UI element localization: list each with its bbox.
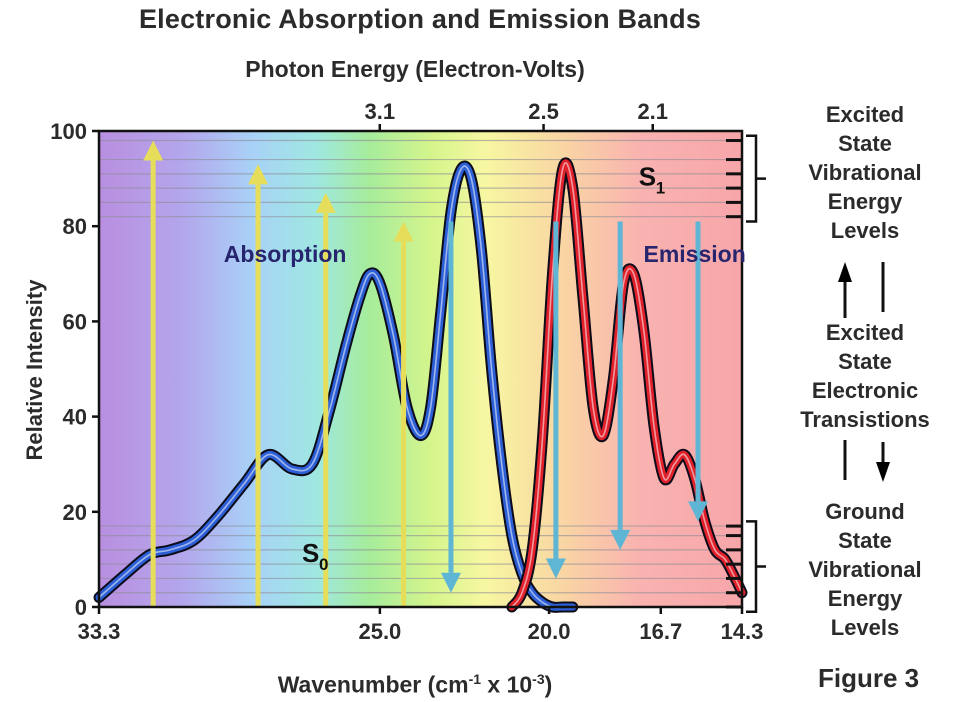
y-tick-label: 0	[75, 595, 87, 620]
plot-frame	[97, 129, 744, 609]
x-axis-label-text: Wavenumber (cm	[277, 671, 469, 698]
absorption-arrow-head	[315, 192, 336, 213]
x-tick-label: 33.3	[78, 619, 121, 644]
side-down-arrow-head	[876, 462, 890, 482]
x-axis-label-exp2: -3	[532, 671, 545, 687]
y-tick-label: 60	[63, 309, 87, 334]
y-tick-label: 40	[63, 405, 87, 430]
y-tick-label: 100	[50, 119, 87, 144]
s1-label-subscript: 1	[656, 179, 665, 198]
x-axis-label-text3: )	[544, 671, 553, 698]
y-tick-label: 80	[63, 214, 87, 239]
s0-label-subscript: 0	[319, 555, 328, 574]
absorption-arrow-head	[393, 221, 414, 242]
top-tick-label: 3.1	[364, 99, 395, 124]
s1-label: S	[639, 162, 656, 192]
emission-arrow-head	[440, 572, 461, 593]
top-tick-label: 2.1	[637, 99, 668, 124]
x-tick-label: 25.0	[358, 619, 401, 644]
absorption-curve-highlight	[98, 165, 573, 609]
top-tick-label: 2.5	[528, 99, 559, 124]
absorption-arrow-head	[248, 164, 269, 185]
x-axis-label-text2: x 10	[481, 671, 533, 698]
y-tick-label: 20	[63, 500, 87, 525]
absorption-label: Absorption	[224, 241, 347, 267]
s0-label: S	[302, 538, 319, 568]
top-axis-title: Photon Energy (Electron-Volts)	[245, 56, 585, 82]
x-tick-label: 14.3	[721, 619, 764, 644]
y-axis-label: Relative Intensity	[22, 279, 47, 461]
s1-bracket	[746, 134, 766, 223]
side-up-arrow-head	[838, 262, 852, 282]
emission-arrow-head	[545, 558, 566, 579]
x-axis-label-exp1: -1	[468, 671, 482, 687]
transitions-label: Excited State Electronic Transistions	[800, 320, 930, 432]
emission-arrow-head	[610, 529, 631, 550]
ground-state-levels-label: Ground State Vibrational Energy Levels	[808, 499, 922, 640]
x-axis-label: Wavenumber (cm-1 x 10-3)	[115, 671, 715, 699]
absorption-arrow-head	[143, 140, 164, 161]
x-tick-label: 20.0	[528, 619, 571, 644]
figure-number: Figure 3	[818, 663, 920, 693]
x-tick-label: 16.7	[639, 619, 682, 644]
excited-state-levels-label: Excited State Vibrational Energy Levels	[808, 102, 922, 243]
s0-bracket	[746, 520, 766, 614]
figure-title: Electronic Absorption and Emission Bands	[138, 4, 702, 34]
emission-arrow-head	[688, 501, 709, 522]
emission-label: Emission	[643, 241, 745, 267]
